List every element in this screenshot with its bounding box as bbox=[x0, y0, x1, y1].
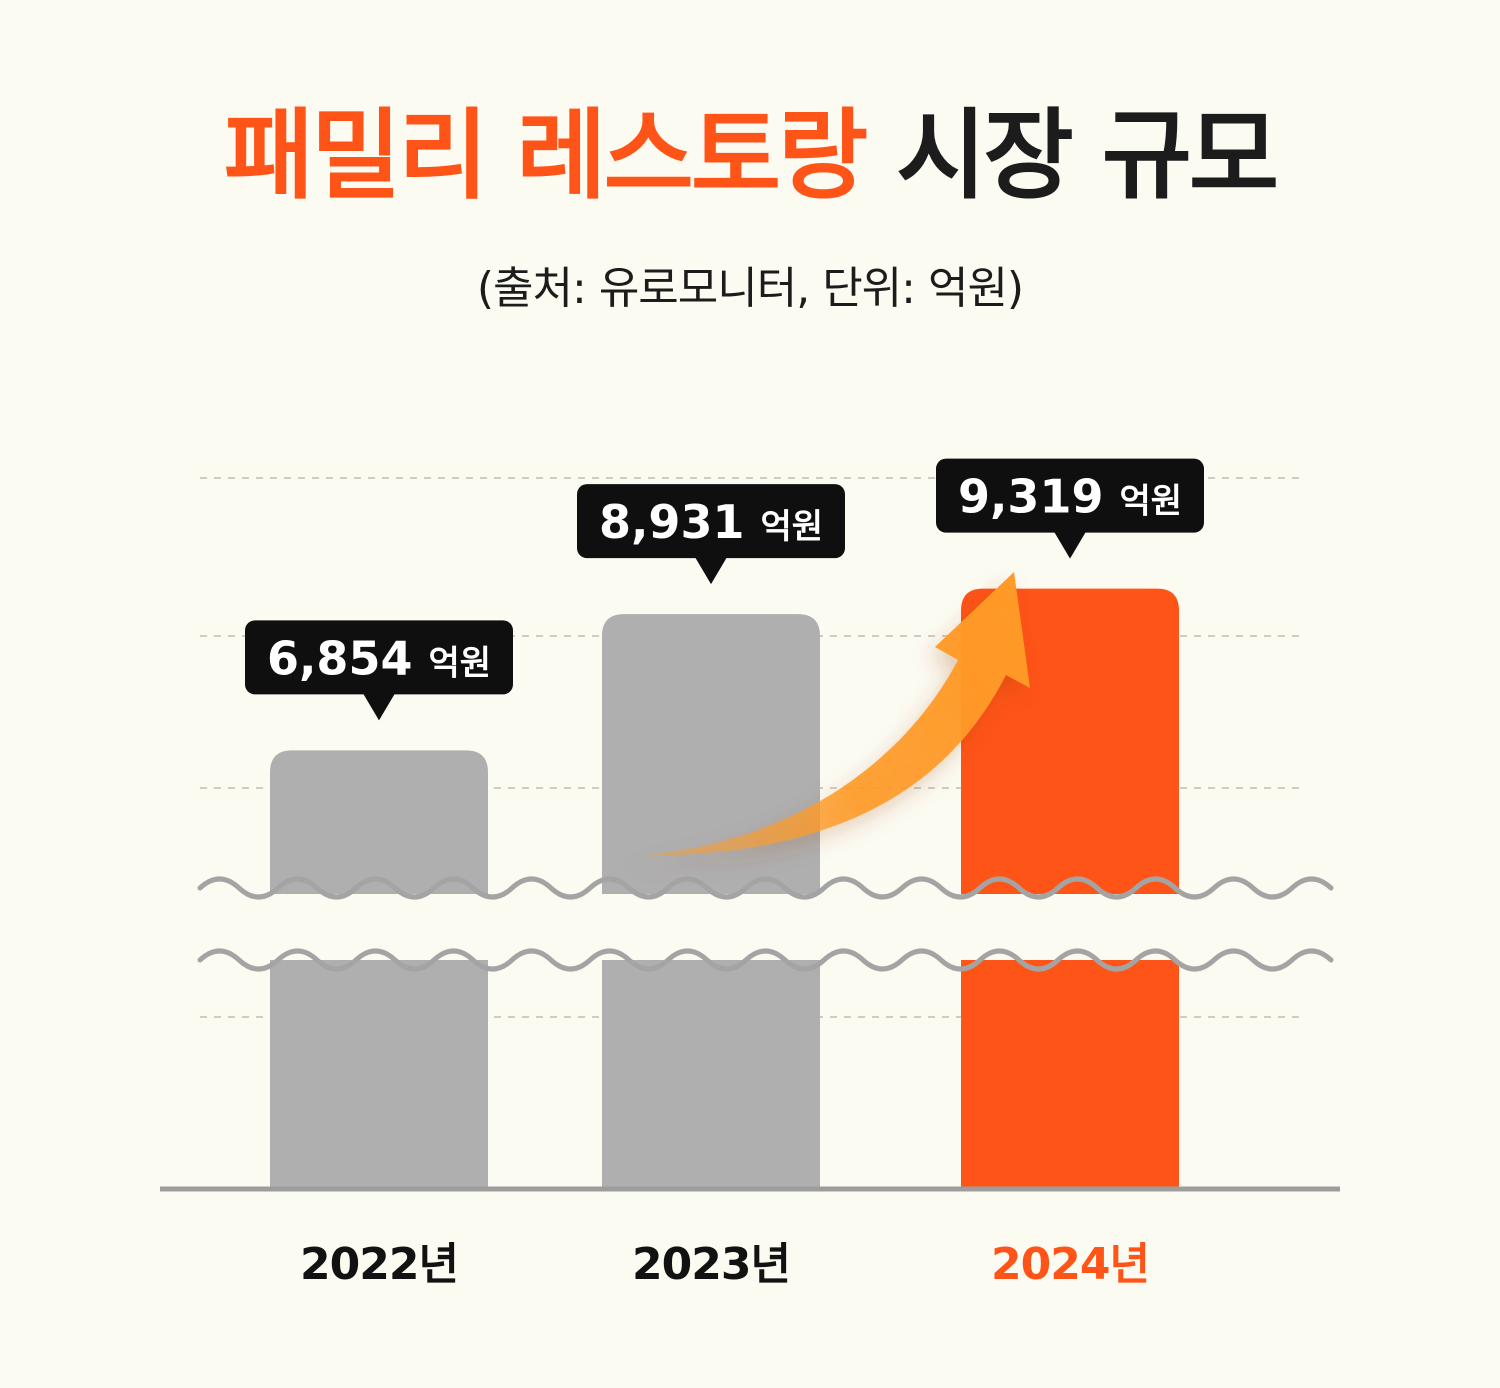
value-labels: 6,854 억원8,931 억원9,319 억원 bbox=[245, 458, 1204, 721]
value-label-text: 8,931 억원 bbox=[599, 495, 823, 549]
axis-break-gap bbox=[190, 894, 1310, 960]
value-label-unit: 억원 bbox=[1119, 482, 1182, 522]
chart-title: 패밀리 레스토랑 시장 규모 bbox=[0, 100, 1500, 213]
value-label-box bbox=[245, 620, 513, 695]
value-label-box bbox=[936, 458, 1204, 533]
x-tick-label: 2024년 bbox=[991, 1239, 1150, 1290]
chart-title-highlight: 패밀리 레스토랑 bbox=[223, 99, 868, 213]
chart-title-rest: 시장 규모 bbox=[896, 99, 1279, 213]
value-label-text: 6,854 억원 bbox=[267, 631, 491, 685]
value-label-text: 9,319 억원 bbox=[958, 470, 1182, 524]
value-label: 9,319 억원 bbox=[936, 458, 1204, 559]
value-label-number: 9,319 bbox=[958, 470, 1120, 524]
axis-break-wave-top bbox=[197, 876, 1334, 900]
value-label-number: 8,931 bbox=[599, 495, 761, 549]
value-label-box bbox=[577, 484, 845, 559]
chart-subtitle: (출처: 유로모니터, 단위: 억원) bbox=[476, 263, 1024, 314]
value-label-pointer bbox=[363, 693, 395, 721]
bar-2024년 bbox=[961, 588, 1179, 1188]
value-label: 6,854 억원 bbox=[245, 620, 513, 721]
x-tick-label: 2022년 bbox=[300, 1239, 459, 1290]
value-label-unit: 억원 bbox=[428, 643, 491, 683]
bar-2022년 bbox=[270, 750, 488, 1188]
axis-break-wave-bottom bbox=[197, 948, 1334, 972]
value-label-number: 6,854 bbox=[267, 631, 429, 685]
value-label-unit: 억원 bbox=[760, 507, 823, 547]
value-label-pointer bbox=[695, 557, 727, 585]
value-label: 8,931 억원 bbox=[577, 484, 845, 585]
axis-break bbox=[190, 876, 1334, 972]
growth-arrow bbox=[628, 572, 1030, 857]
x-tick-label: 2023년 bbox=[632, 1239, 791, 1290]
value-label-pointer bbox=[1054, 531, 1086, 559]
growth-arrow-shape bbox=[628, 572, 1030, 857]
